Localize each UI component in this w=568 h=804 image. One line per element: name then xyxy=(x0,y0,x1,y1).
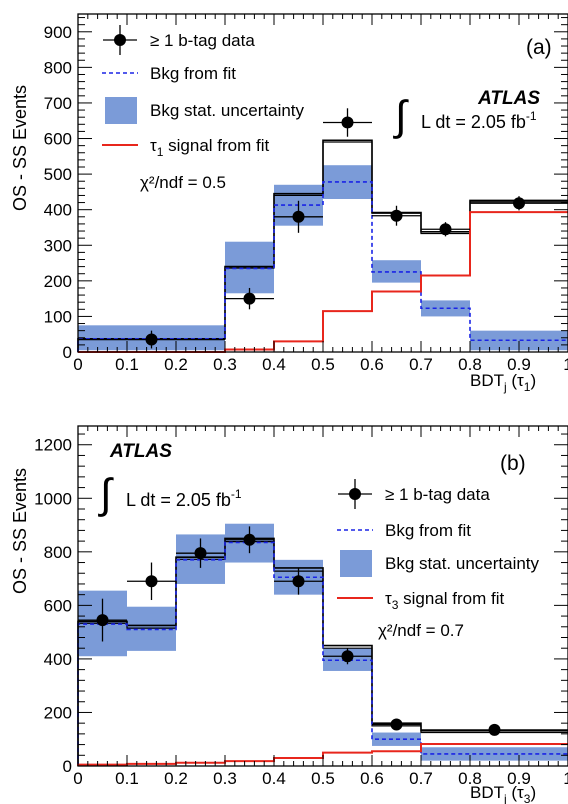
x-axis-label: BDTj (τ1) xyxy=(470,371,536,394)
legend-unc-label: Bkg stat. uncertainty xyxy=(385,554,540,573)
data-point xyxy=(341,650,354,663)
bkg-from-fit-histogram xyxy=(77,541,568,766)
data-point xyxy=(513,197,525,210)
x-axis: 0 0.1 0.2 0.3 0.4 0.5 0.6 0.7 0.8 0.9 1 xyxy=(73,14,568,374)
bkg-uncertainty-band xyxy=(470,330,568,351)
data-point xyxy=(243,533,256,546)
x-axis: 0 0.1 0.2 0.3 0.4 0.5 0.6 0.7 0.8 0.9 1 xyxy=(73,426,568,788)
y-tick-label: 0 xyxy=(63,757,72,776)
y-axis: 0 200 400 600 800 1000 1200 xyxy=(34,433,568,776)
y-tick-label: 400 xyxy=(44,201,72,220)
y-tick-label: 200 xyxy=(44,703,72,722)
x-tick-label: 0.4 xyxy=(262,769,286,788)
legend-signal-label: τ1 signal from fit xyxy=(150,136,269,159)
data-point xyxy=(145,575,158,588)
chi2-label: χ²/ndf = 0.5 xyxy=(140,173,226,192)
panel-label: (a) xyxy=(526,36,552,59)
y-tick-label: 400 xyxy=(44,650,72,669)
legend-signal-label: τ3 signal from fit xyxy=(385,589,504,612)
legend-data-marker xyxy=(114,34,126,46)
data-point xyxy=(292,575,305,588)
total-fit-histogram-inner xyxy=(77,541,568,766)
bkg-from-fit-histogram xyxy=(77,181,568,352)
x-tick-label: 0.2 xyxy=(164,355,188,374)
signal-from-fit-histogram xyxy=(78,211,568,353)
bkg-uncertainty-band xyxy=(372,260,421,283)
data-point xyxy=(243,292,256,305)
x-tick-label: 0.1 xyxy=(115,769,139,788)
x-tick-label: 0.2 xyxy=(164,769,188,788)
data-point xyxy=(439,223,452,236)
x-tick-label: 0.4 xyxy=(262,355,286,374)
x-axis-label: BDTj (τ3) xyxy=(470,783,536,804)
legend: ≥ 1 b-tag data Bkg from fit Bkg stat. unce… xyxy=(102,25,305,192)
luminosity-label: L dt = 2.05 fb-1 xyxy=(421,109,537,132)
bkg-uncertainty-band xyxy=(421,300,470,317)
y-tick-label: 200 xyxy=(44,272,72,291)
experiment-label: ATLAS xyxy=(109,441,172,462)
integral-symbol: ∫ xyxy=(98,470,114,517)
y-tick-label: 1200 xyxy=(34,436,72,455)
legend-unc-label: Bkg stat. uncertainty xyxy=(150,101,305,120)
x-tick-label: 0.5 xyxy=(311,769,335,788)
data-point xyxy=(96,614,109,627)
x-tick-label: 0.9 xyxy=(507,769,531,788)
x-tick-label: 0 xyxy=(73,769,82,788)
y-axis-label: OS - SS Events xyxy=(10,85,30,211)
y-axis-label: OS - SS Events xyxy=(10,468,30,594)
y-tick-label: 300 xyxy=(44,236,72,255)
y-tick-label: 100 xyxy=(44,307,72,326)
x-tick-label: 0.8 xyxy=(458,355,482,374)
y-axis: 0 100 200 300 400 500 600 700 800 900 xyxy=(44,17,568,362)
y-tick-label: 500 xyxy=(44,165,72,184)
chi2-label: χ²/ndf = 0.7 xyxy=(378,621,464,640)
x-tick-label: 0.3 xyxy=(213,769,237,788)
panel-a: 0 0.1 0.2 0.3 0.4 0.5 0.6 0.7 0.8 0.9 1 0 100 200 300 4… xyxy=(10,13,568,394)
x-tick-label: 0 xyxy=(73,355,82,374)
x-tick-label: 1 xyxy=(563,769,568,788)
y-tick-label: 700 xyxy=(44,94,72,113)
legend-unc-swatch xyxy=(340,550,372,577)
legend-data-label: ≥ 1 b-tag data xyxy=(385,485,490,504)
y-tick-label: 0 xyxy=(63,343,72,362)
luminosity-label: L dt = 2.05 fb-1 xyxy=(126,487,242,510)
data-point xyxy=(194,547,207,560)
x-tick-label: 1 xyxy=(563,355,568,374)
y-tick-label: 900 xyxy=(44,23,72,42)
data-point xyxy=(145,333,158,346)
legend-data-label: ≥ 1 b-tag data xyxy=(150,31,255,50)
x-tick-label: 0.1 xyxy=(115,355,139,374)
data-point xyxy=(390,718,403,731)
panel-b: 0 0.1 0.2 0.3 0.4 0.5 0.6 0.7 0.8 0.9 1 0 200 400 600 8… xyxy=(10,425,568,804)
data-point xyxy=(341,116,354,129)
x-tick-label: 0.8 xyxy=(458,769,482,788)
data-point xyxy=(488,723,501,736)
data-point xyxy=(390,209,403,222)
x-tick-label: 0.6 xyxy=(360,769,384,788)
panel-label: (b) xyxy=(500,452,526,475)
experiment-label: ATLAS xyxy=(477,88,540,109)
y-tick-label: 600 xyxy=(44,130,72,149)
x-tick-label: 0.9 xyxy=(507,355,531,374)
legend: ≥ 1 b-tag data Bkg from fit Bkg stat. unce… xyxy=(337,479,540,640)
data-point xyxy=(292,210,305,223)
legend-unc-swatch xyxy=(105,97,137,124)
legend-data-marker xyxy=(349,488,361,500)
y-tick-label: 1000 xyxy=(34,489,72,508)
y-tick-label: 600 xyxy=(44,596,72,615)
legend-bkg-label: Bkg from fit xyxy=(385,521,471,540)
x-tick-label: 0.7 xyxy=(409,355,433,374)
y-tick-label: 800 xyxy=(44,58,72,77)
x-tick-label: 0.7 xyxy=(409,769,433,788)
x-tick-label: 0.5 xyxy=(311,355,335,374)
legend-bkg-label: Bkg from fit xyxy=(150,64,236,83)
x-tick-label: 0.3 xyxy=(213,355,237,374)
x-tick-label: 0.6 xyxy=(360,355,384,374)
data-points xyxy=(78,526,568,736)
integral-symbol: ∫ xyxy=(393,92,409,139)
data-points xyxy=(78,108,568,349)
y-tick-label: 800 xyxy=(44,543,72,562)
